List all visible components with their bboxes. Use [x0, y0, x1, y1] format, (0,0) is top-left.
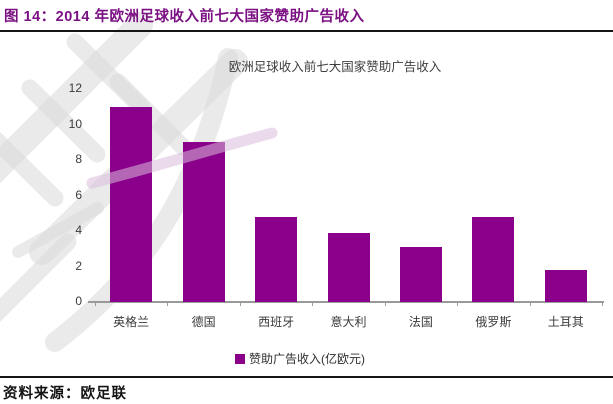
bar-西班牙 [255, 216, 298, 302]
x-category-label: 意大利 [330, 315, 367, 329]
x-category-label: 俄罗斯 [475, 315, 512, 329]
x-axis-labels: 英格兰 德国 西班牙 意大利 法国 俄罗斯 土耳其 [95, 313, 602, 331]
bar-英格兰 [110, 106, 153, 302]
bar-意大利 [327, 232, 370, 302]
x-axis-tick [602, 302, 603, 306]
x-category-label: 英格兰 [113, 315, 150, 329]
x-axis-line [88, 301, 604, 303]
bar-土耳其 [544, 270, 587, 302]
source-text: 资料来源：欧足联 [3, 385, 127, 402]
y-tick-label: 0 [75, 294, 82, 308]
bar-法国 [399, 247, 442, 302]
x-axis-tick [529, 302, 531, 306]
footer-divider [0, 376, 613, 378]
legend-label: 赞助广告收入(亿欧元) [249, 352, 365, 366]
y-axis: 0 2 4 6 8 10 12 [40, 81, 86, 308]
x-axis-tick [384, 302, 386, 306]
x-axis-tick [239, 302, 241, 306]
header-divider [0, 30, 613, 32]
bar-德国 [182, 142, 225, 302]
figure-title: 图 14：2014 年欧洲足球收入前七大国家赞助广告收入 [4, 9, 365, 25]
x-category-label: 西班牙 [258, 315, 295, 329]
y-tick-label: 2 [75, 258, 82, 273]
plot-area [88, 89, 604, 306]
x-axis-tick [95, 302, 96, 306]
y-tick-label: 4 [75, 223, 82, 237]
y-tick-label: 8 [75, 152, 82, 166]
x-category-label: 德国 [191, 315, 216, 329]
x-axis-tick [167, 302, 169, 306]
y-tick-label: 10 [68, 116, 82, 131]
x-category-label: 法国 [408, 315, 433, 329]
y-tick-label: 12 [68, 81, 82, 95]
x-axis-tick [457, 302, 459, 306]
source-note: 资料来源：欧足联 [3, 382, 127, 403]
bar-俄罗斯 [472, 216, 515, 302]
x-axis-tick [312, 302, 314, 306]
y-tick-label: 6 [75, 187, 82, 202]
figure-header: 图 14：2014 年欧洲足球收入前七大国家赞助广告收入 [4, 5, 364, 26]
legend-swatch [235, 353, 245, 364]
legend: 赞助广告收入(亿欧元) [235, 350, 365, 367]
chart-title: 欧洲足球收入前七大国家赞助广告收入 [228, 60, 442, 74]
x-category-label: 土耳其 [547, 315, 584, 329]
